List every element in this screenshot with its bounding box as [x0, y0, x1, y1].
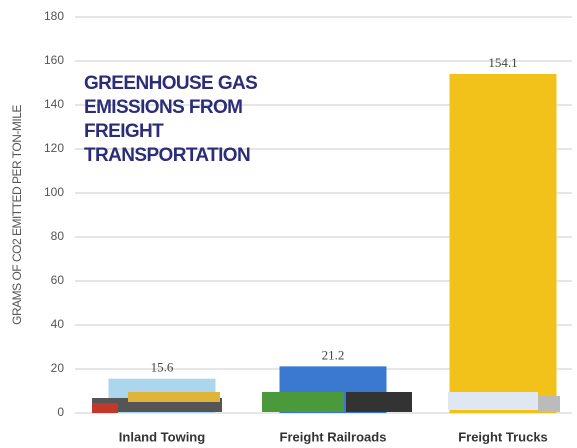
- vehicle-icon: [92, 403, 118, 413]
- y-tick-label: 0: [57, 405, 64, 419]
- y-tick-label: 100: [44, 185, 64, 199]
- vehicle-icon: [346, 392, 412, 412]
- vehicle-icon: [538, 396, 560, 412]
- value-label: 15.6: [151, 360, 174, 375]
- x-tick-label: Freight Railroads: [280, 429, 387, 444]
- y-tick-label: 20: [51, 361, 65, 375]
- value-label: 21.2: [322, 347, 345, 362]
- x-tick-label: Inland Towing: [119, 429, 205, 444]
- y-tick-label: 160: [44, 53, 64, 67]
- y-tick-label: 180: [44, 9, 64, 23]
- y-axis-label: GRAMS OF CO2 EMITTED PER TON-MILE: [10, 105, 24, 325]
- y-tick-label: 60: [51, 273, 65, 287]
- bar: [449, 73, 557, 413]
- value-label: 154.1: [488, 55, 517, 70]
- chart-title: GREENHOUSE GAS EMISSIONS FROM FREIGHT TR…: [84, 73, 258, 166]
- vehicle-icon: [128, 392, 220, 402]
- vehicle-icon: [262, 392, 344, 412]
- y-tick-label: 80: [51, 229, 65, 243]
- y-tick-label: 40: [51, 317, 65, 331]
- y-tick-label: 140: [44, 97, 64, 111]
- y-tick-label: 120: [44, 141, 64, 155]
- vehicle-icon: [448, 392, 538, 410]
- x-tick-label: Freight Trucks: [458, 429, 548, 444]
